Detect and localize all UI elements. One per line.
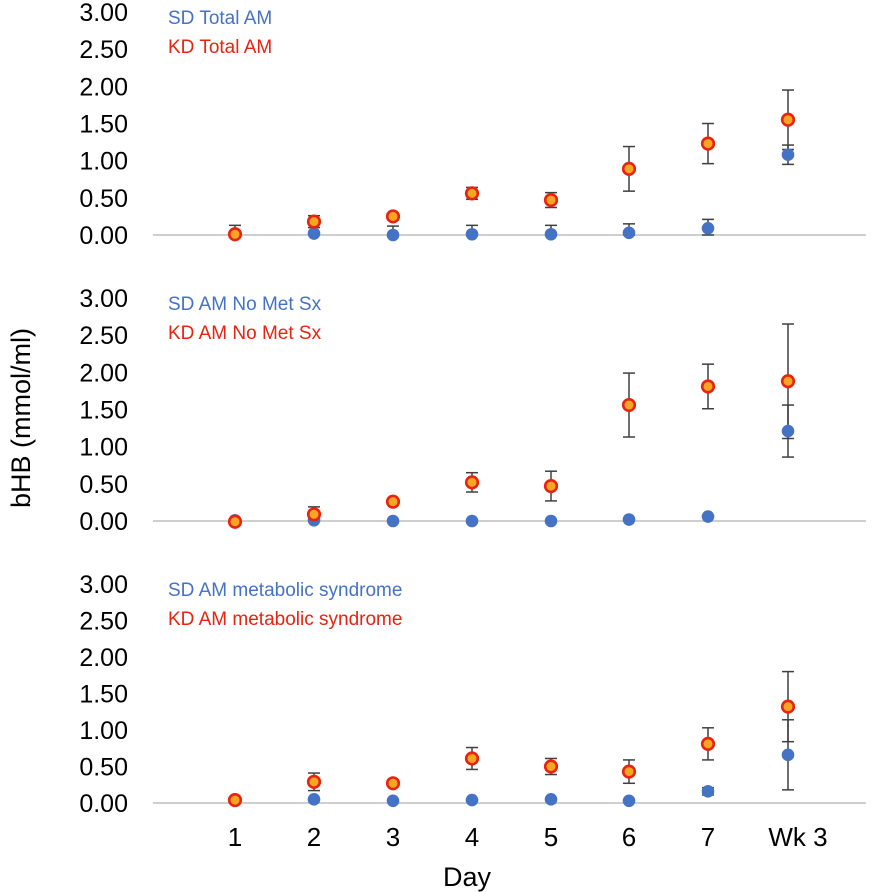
y-tick-label: 3.00 xyxy=(79,0,128,27)
kd-data-point xyxy=(543,759,559,774)
kd-data-point xyxy=(227,227,243,242)
kd-data-point xyxy=(700,379,716,394)
sd-data-point xyxy=(544,227,558,241)
x-tick-label: Wk 3 xyxy=(768,822,827,852)
y-tick-label: 0.50 xyxy=(79,185,128,213)
legend-entry-sd: SD AM No Met Sx xyxy=(168,294,322,315)
x-tick-label: 1 xyxy=(228,822,242,852)
y-tick-label: 1.00 xyxy=(79,717,128,745)
sd-data-point xyxy=(781,748,795,762)
kd-data-point xyxy=(464,751,480,766)
kd-data-point xyxy=(464,475,480,490)
y-axis-title: bHB (mmol/ml) xyxy=(6,328,36,508)
kd-data-point xyxy=(306,214,322,229)
kd-data-point xyxy=(385,209,401,224)
sd-data-point xyxy=(622,226,636,240)
legend-entry-sd: SD AM metabolic syndrome xyxy=(168,580,402,601)
kd-data-point xyxy=(780,112,796,127)
x-tick-label: 5 xyxy=(544,822,558,852)
y-tick-label: 1.50 xyxy=(79,111,128,139)
x-axis-title: Day xyxy=(443,862,492,892)
kd-data-point xyxy=(780,699,796,714)
sd-data-point xyxy=(781,424,795,438)
sd-data-point xyxy=(701,222,715,235)
sd-data-point xyxy=(701,510,715,523)
kd-data-point xyxy=(385,494,401,509)
sd-data-point xyxy=(465,793,479,807)
kd-data-point xyxy=(543,478,559,494)
y-tick-label: 1.50 xyxy=(79,397,128,425)
kd-data-point xyxy=(780,374,796,389)
y-tick-label: 2.00 xyxy=(79,644,128,672)
sd-data-point xyxy=(465,227,479,241)
y-tick-label: 0.50 xyxy=(79,754,128,782)
y-tick-label: 2.50 xyxy=(79,608,128,636)
y-tick-label: 1.00 xyxy=(79,148,128,176)
sd-data-point xyxy=(307,227,321,240)
y-tick-label: 2.50 xyxy=(79,36,128,64)
sd-data-point xyxy=(622,513,636,526)
x-tick-label: 4 xyxy=(465,822,479,852)
sd-data-point xyxy=(544,514,558,528)
chart-panel-3: 0.00 0.50 1.00 1.50 2.00 2.50 3.00 SD AM metabo… xyxy=(79,571,866,818)
chart-panels: 0.00 0.50 1.00 1.50 2.00 2.50 3.00 SD Total AM K… xyxy=(79,0,866,818)
y-tick-label: 2.50 xyxy=(79,322,128,350)
x-tick-label: 2 xyxy=(307,822,321,852)
x-tick-label: 6 xyxy=(622,822,636,852)
x-tick-labels: 1 2 3 4 5 6 7 Wk 3 xyxy=(228,822,828,852)
y-tick-label: 0.50 xyxy=(79,471,128,499)
kd-data-point xyxy=(621,764,637,779)
y-tick-label: 3.00 xyxy=(79,285,128,313)
sd-data-point xyxy=(544,793,558,806)
kd-data-point xyxy=(621,397,637,413)
sd-data-point xyxy=(701,785,715,798)
legend-entry-kd: KD AM metabolic syndrome xyxy=(168,609,402,630)
kd-data-point xyxy=(227,792,243,808)
y-tick-label: 1.00 xyxy=(79,434,128,462)
kd-data-point xyxy=(306,507,322,522)
sd-data-point xyxy=(622,794,636,808)
legend-entry-kd: KD Total AM xyxy=(168,37,272,58)
legend-entry-sd: SD Total AM xyxy=(168,8,272,29)
kd-data-point xyxy=(227,514,243,529)
kd-data-point xyxy=(464,186,480,201)
chart-panel-2: 0.00 0.50 1.00 1.50 2.00 2.50 3.00 SD AM No Met… xyxy=(79,285,866,536)
y-tick-label: 3.00 xyxy=(79,571,128,599)
y-tick-label: 2.00 xyxy=(79,73,128,101)
y-tick-label: 1.50 xyxy=(79,681,128,709)
kd-data-point xyxy=(700,136,716,151)
sd-data-point xyxy=(307,793,321,806)
x-tick-label: 7 xyxy=(701,822,715,852)
y-tick-label: 0.00 xyxy=(79,222,128,250)
sd-data-point xyxy=(386,514,400,528)
y-tick-label: 2.00 xyxy=(79,359,128,387)
sd-data-point xyxy=(465,514,479,528)
chart-panel-1: 0.00 0.50 1.00 1.50 2.00 2.50 3.00 SD Total AM K… xyxy=(79,0,866,250)
sd-data-point xyxy=(386,228,400,242)
kd-data-point xyxy=(621,161,637,176)
kd-data-point xyxy=(543,192,559,208)
sd-data-point xyxy=(386,794,400,808)
legend-entry-kd: KD AM No Met Sx xyxy=(168,323,322,344)
kd-data-point xyxy=(700,736,716,751)
kd-data-point xyxy=(306,774,322,789)
y-tick-label: 0.00 xyxy=(79,790,128,818)
sd-data-point xyxy=(781,148,795,162)
x-tick-label: 3 xyxy=(386,822,400,852)
y-tick-label: 0.00 xyxy=(79,508,128,536)
kd-data-point xyxy=(385,776,401,791)
